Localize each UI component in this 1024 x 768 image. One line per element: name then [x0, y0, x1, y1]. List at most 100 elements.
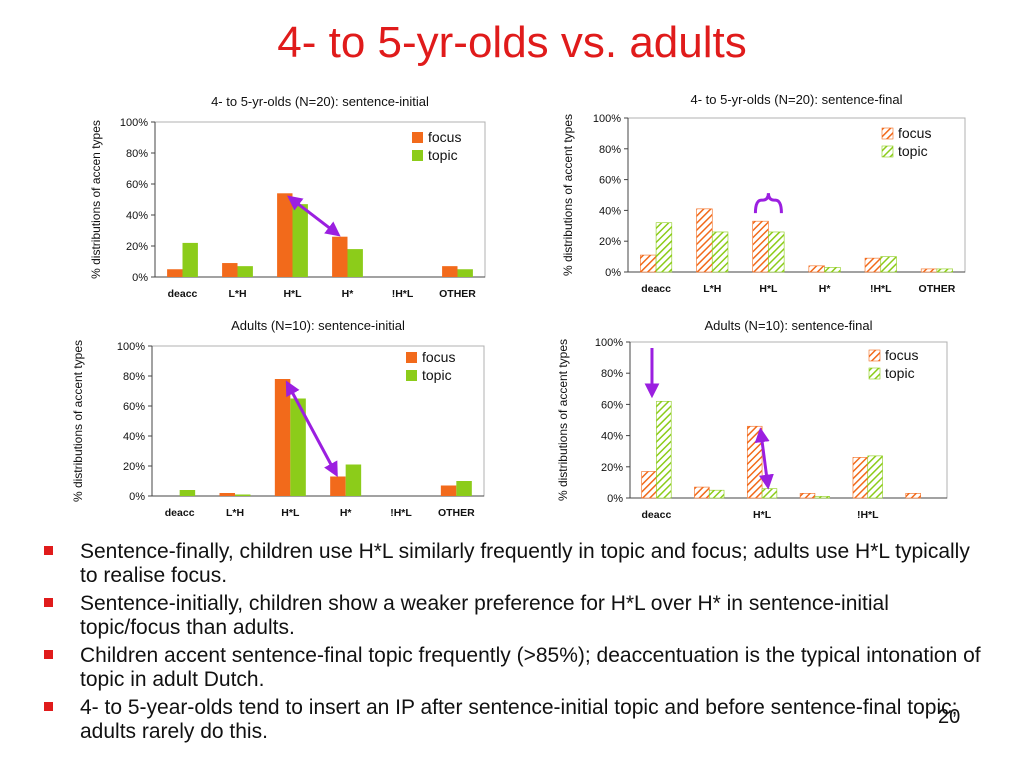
chart-children-initial: 4- to 5-yr-olds (N=20): sentence-initial… — [89, 92, 490, 324]
bar-topic-h — [824, 267, 841, 273]
legend-label-focus: focus — [422, 349, 455, 365]
chart-adults-initial: Adults (N=10): sentence-initial 0% 20% 40% 6… — [70, 316, 490, 538]
bar-focus-other — [440, 485, 457, 496]
slide-title: 4- to 5-yr-olds vs. adults — [277, 18, 747, 67]
bar-topic-lh — [235, 494, 251, 496]
bar-focus-lh — [219, 493, 235, 496]
bullet-item: 4- to 5-year-olds tend to insert an IP a… — [42, 696, 982, 744]
x-tick-label: H*L — [753, 509, 772, 521]
x-tick-label: !H*L — [870, 283, 892, 295]
y-tick-label: 40% — [126, 210, 148, 222]
bar-topic-h — [814, 496, 831, 499]
y-tick-label: 20% — [126, 241, 148, 253]
x-tick-label: deacc — [642, 509, 672, 521]
y-tick-label: 80% — [123, 371, 145, 383]
legend-swatch-topic — [881, 145, 894, 158]
bar-focus-lh — [694, 486, 710, 499]
bar-focus-other — [920, 268, 938, 273]
x-tick-label: H*L — [759, 283, 778, 295]
bullet-list: Sentence-finally, children use H*L simil… — [42, 540, 982, 748]
annotation-arrow — [754, 427, 774, 490]
annotation-arrow — [287, 195, 341, 237]
bar-topic-other — [456, 481, 472, 496]
x-tick-label: H* — [342, 288, 355, 300]
y-tick-label: 0% — [607, 493, 623, 505]
bar-focus-other — [905, 493, 921, 499]
bar-topic-deacc — [656, 400, 672, 499]
bar-topic-h — [347, 249, 363, 277]
bullet-square-icon — [44, 702, 53, 711]
y-tick-label: 100% — [117, 341, 145, 353]
chart-svg: 4- to 5-yr-olds (N=20): sentence-initial… — [89, 94, 486, 300]
bullet-square-icon — [44, 650, 53, 659]
y-tick-label: 40% — [123, 431, 145, 443]
x-tick-label: H* — [340, 507, 353, 519]
bullet-square-icon — [44, 598, 53, 607]
bar-focus-h — [799, 493, 816, 499]
plot-frame — [154, 121, 486, 278]
legend-swatch-focus — [881, 127, 894, 140]
bar-topic-lh — [708, 489, 725, 499]
bullet-text: 4- to 5-year-olds tend to insert an IP a… — [80, 696, 958, 743]
chart-title: Adults (N=10): sentence-initial — [231, 318, 405, 333]
x-tick-label: H*L — [283, 288, 302, 300]
bullet-item: Children accent sentence-final topic fre… — [42, 644, 982, 692]
legend-label-focus: focus — [898, 125, 931, 141]
legend-label-focus: focus — [428, 129, 461, 145]
page-number: 20 — [938, 706, 961, 728]
y-tick-label: 40% — [599, 205, 621, 217]
bar-topic-hl — [768, 231, 785, 273]
bar-focus-hl — [852, 457, 869, 499]
chart-svg: 4- to 5-yr-olds (N=20): sentence-final 0%… — [561, 92, 966, 295]
bar-topic-deacc — [179, 490, 196, 496]
y-tick-label: 100% — [120, 117, 148, 129]
bullet-item: Sentence-finally, children use H*L simil… — [42, 540, 982, 588]
bar-focus-hl — [746, 425, 763, 499]
bullet-text: Children accent sentence-final topic fre… — [80, 644, 981, 691]
chart-adults-final: Adults (N=10): sentence-final 0% 20% 40% 60%… — [555, 316, 955, 538]
bar-topic-hl — [867, 455, 883, 499]
y-axis-label: % distributions of accent types — [561, 114, 575, 276]
bar-topic-h — [345, 464, 362, 496]
y-tick-label: 0% — [605, 267, 621, 279]
bullet-text: Sentence-initially, children show a weak… — [80, 592, 889, 639]
bar-focus-deacc — [640, 254, 657, 273]
bar-focus-hl — [864, 257, 882, 273]
legend-swatch-topic — [868, 367, 881, 380]
y-tick-label: 80% — [126, 148, 148, 160]
x-tick-label: OTHER — [919, 283, 956, 295]
x-tick-label: deacc — [641, 283, 671, 295]
legend-swatch-focus — [412, 132, 423, 143]
x-tick-label: !H*L — [857, 509, 879, 521]
annotation-arrow — [285, 380, 338, 478]
x-tick-label: L*H — [228, 288, 246, 300]
bar-focus-h — [330, 476, 346, 496]
chart-title: Adults (N=10): sentence-final — [704, 318, 872, 333]
y-tick-label: 40% — [601, 431, 623, 443]
bar-topic-deacc — [182, 242, 198, 277]
y-axis-label: % distributions of accen types — [89, 120, 103, 279]
y-tick-label: 60% — [126, 179, 148, 191]
bar-topic-deacc — [655, 222, 673, 273]
chart-svg: Adults (N=10): sentence-initial 0% 20% 40% 6… — [71, 318, 485, 519]
legend-swatch-topic — [412, 150, 423, 161]
y-tick-label: 20% — [123, 461, 145, 473]
x-tick-label: !H*L — [390, 507, 412, 519]
x-tick-label: H*L — [281, 507, 300, 519]
x-tick-label: OTHER — [439, 288, 476, 300]
y-axis-label: % distributions of accent types — [71, 340, 85, 502]
y-tick-label: 60% — [601, 399, 623, 411]
x-tick-label: deacc — [168, 288, 198, 300]
bar-topic-hl — [761, 488, 778, 499]
legend-label-topic: topic — [422, 367, 452, 383]
y-tick-label: 20% — [599, 236, 621, 248]
bullet-item: Sentence-initially, children show a weak… — [42, 592, 982, 640]
bar-focus-h — [808, 265, 825, 273]
bullet-text: Sentence-finally, children use H*L simil… — [80, 540, 970, 587]
bar-focus-h — [332, 236, 348, 277]
chart-svg: Adults (N=10): sentence-final 0% 20% 40% 60%… — [556, 318, 948, 521]
legend-label-focus: focus — [885, 347, 918, 363]
x-tick-label: L*H — [703, 283, 721, 295]
y-tick-label: 60% — [123, 401, 145, 413]
y-tick-label: 0% — [132, 272, 148, 284]
